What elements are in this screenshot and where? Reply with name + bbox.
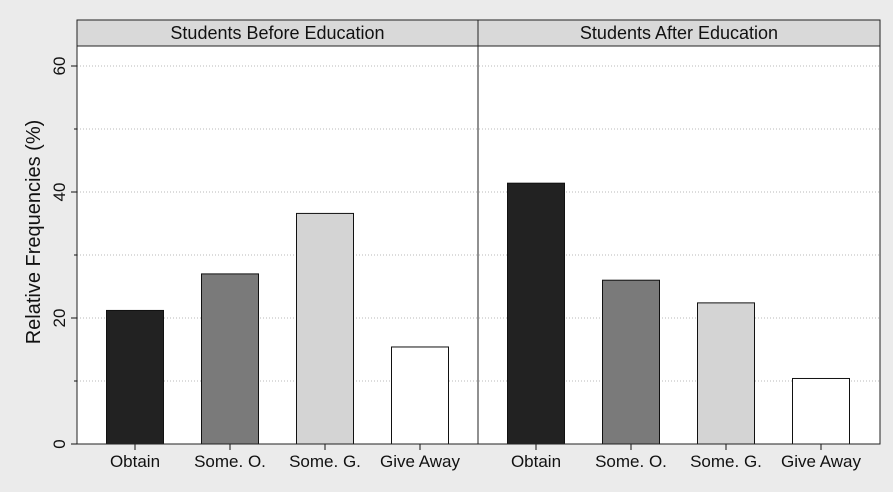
bar [602, 279, 660, 445]
bar [391, 346, 449, 445]
panel-title: Students After Education [580, 23, 778, 43]
x-tick-label: Some. G. [289, 452, 361, 471]
bar [697, 302, 755, 445]
bar [296, 212, 354, 445]
x-tick-label: Obtain [110, 452, 160, 471]
bar [106, 309, 164, 445]
x-tick-label: Obtain [511, 452, 561, 471]
bar [792, 377, 850, 445]
x-tick-label: Some. O. [194, 452, 266, 471]
y-tick-label: 20 [50, 309, 69, 328]
chart-marks: Students Before Education Obtain Some. O. S… [50, 19, 881, 471]
x-tick-label: Some. G. [690, 452, 762, 471]
y-tick-label: 60 [50, 57, 69, 76]
x-tick-label: Some. O. [595, 452, 667, 471]
y-tick-label: 40 [50, 183, 69, 202]
panel-title: Students Before Education [170, 23, 384, 43]
x-tick-label: Give Away [380, 452, 461, 471]
x-tick-label: Give Away [781, 452, 862, 471]
y-tick-label: 0 [50, 439, 69, 448]
bar [507, 182, 565, 445]
y-axis-title: Relative Frequencies (%) [23, 120, 45, 345]
bar [201, 273, 259, 445]
